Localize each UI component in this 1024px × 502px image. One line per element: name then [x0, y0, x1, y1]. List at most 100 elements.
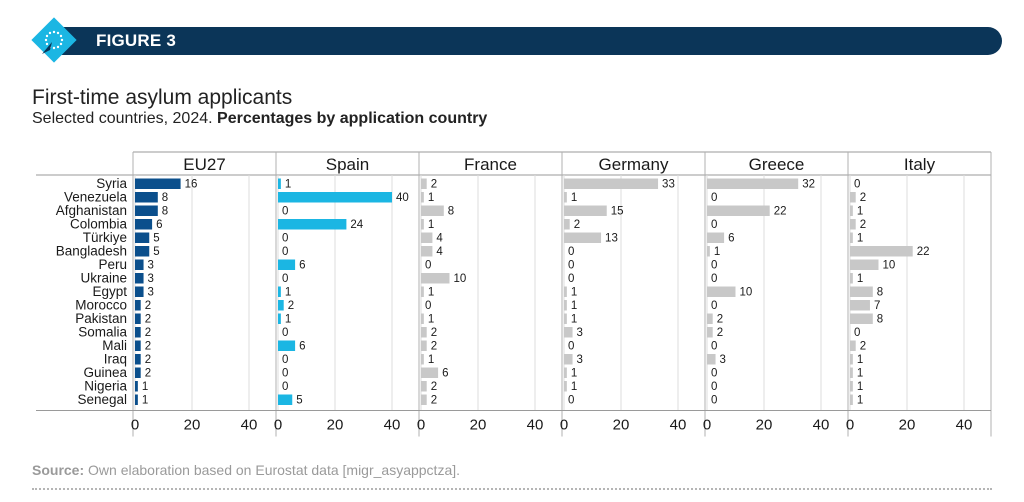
data-label: 0	[854, 327, 860, 339]
data-label: 1	[857, 395, 863, 407]
bar	[564, 381, 567, 392]
data-label: 33	[662, 179, 675, 191]
data-label: 10	[454, 273, 467, 285]
x-tick-label: 0	[703, 417, 711, 434]
data-label: 1	[857, 233, 863, 245]
data-label: 0	[282, 327, 288, 339]
bar	[850, 394, 853, 405]
bar	[850, 205, 853, 216]
data-label: 1	[571, 192, 577, 204]
data-label: 2	[288, 300, 294, 312]
data-label: 16	[185, 179, 198, 191]
bar	[564, 300, 567, 311]
bar	[421, 232, 433, 243]
x-tick-label: 20	[756, 417, 773, 434]
eu-stars-logo-icon	[31, 17, 77, 63]
data-label: 1	[285, 314, 291, 326]
data-label: 0	[568, 395, 574, 407]
category-label: Ukraine	[80, 271, 127, 286]
bar	[135, 327, 141, 338]
data-label: 5	[153, 246, 159, 258]
category-label: Mali	[102, 338, 127, 353]
data-label: 2	[431, 381, 437, 393]
bar	[278, 178, 281, 189]
bar	[707, 246, 710, 257]
bar	[135, 192, 158, 203]
data-label: 2	[431, 327, 437, 339]
bar	[850, 219, 856, 230]
data-label: 8	[877, 314, 883, 326]
data-label: 1	[428, 287, 434, 299]
panel-title: Greece	[749, 155, 805, 174]
panel-title: Germany	[599, 155, 669, 174]
x-tick-label: 0	[846, 417, 854, 434]
data-label: 6	[299, 341, 305, 353]
data-label: 0	[711, 260, 717, 272]
data-label: 1	[571, 314, 577, 326]
data-label: 1	[571, 381, 577, 393]
bar	[850, 232, 853, 243]
data-label: 0	[425, 260, 431, 272]
category-label: Egypt	[92, 284, 127, 299]
data-label: 2	[717, 327, 723, 339]
data-label: 1	[428, 219, 434, 231]
bar	[850, 246, 913, 257]
data-label: 0	[568, 341, 574, 353]
data-label: 4	[436, 233, 443, 245]
data-label: 2	[860, 219, 866, 231]
bar	[564, 205, 607, 216]
bar	[707, 313, 713, 324]
bar	[707, 327, 713, 338]
bar	[421, 286, 424, 297]
bar	[278, 259, 296, 270]
data-label: 5	[153, 233, 159, 245]
x-tick-label: 40	[527, 417, 544, 434]
bar	[135, 381, 138, 392]
data-label: 1	[714, 246, 720, 258]
category-label: Bangladesh	[56, 244, 127, 259]
data-label: 15	[611, 206, 624, 218]
x-tick-label: 20	[184, 417, 201, 434]
bar	[564, 192, 567, 203]
subtitle-bold: Percentages by application country	[217, 110, 488, 127]
bar	[850, 259, 879, 270]
bar	[135, 273, 144, 284]
data-label: 2	[431, 395, 437, 407]
category-label: Syria	[96, 176, 127, 191]
data-label: 6	[299, 260, 305, 272]
bar	[421, 219, 424, 230]
data-label: 13	[605, 233, 618, 245]
x-tick-label: 0	[560, 417, 568, 434]
data-label: 2	[860, 192, 866, 204]
data-label: 1	[142, 395, 148, 407]
data-label: 1	[142, 381, 148, 393]
data-label: 0	[425, 300, 431, 312]
bar	[135, 354, 141, 365]
category-label: Iraq	[104, 352, 127, 367]
bar	[707, 232, 725, 243]
x-tick-label: 20	[613, 417, 630, 434]
data-label: 3	[148, 287, 154, 299]
data-label: 0	[568, 273, 574, 285]
bar	[564, 367, 567, 378]
bar	[278, 313, 281, 324]
chart-title: First-time asylum applicants	[32, 86, 293, 109]
data-label: 5	[296, 395, 302, 407]
bar	[850, 354, 853, 365]
x-tick-label: 40	[241, 417, 258, 434]
category-label: Nigeria	[84, 379, 127, 394]
data-label: 6	[442, 368, 448, 380]
bar	[135, 219, 153, 230]
data-label: 1	[857, 381, 863, 393]
bar	[564, 286, 567, 297]
bar	[278, 394, 293, 405]
data-label: 8	[448, 206, 454, 218]
figure-label: FIGURE 3	[96, 31, 177, 50]
data-label: 10	[740, 287, 753, 299]
data-label: 1	[857, 273, 863, 285]
data-label: 0	[282, 233, 288, 245]
bar	[278, 300, 284, 311]
bar	[421, 354, 424, 365]
data-label: 1	[571, 368, 577, 380]
